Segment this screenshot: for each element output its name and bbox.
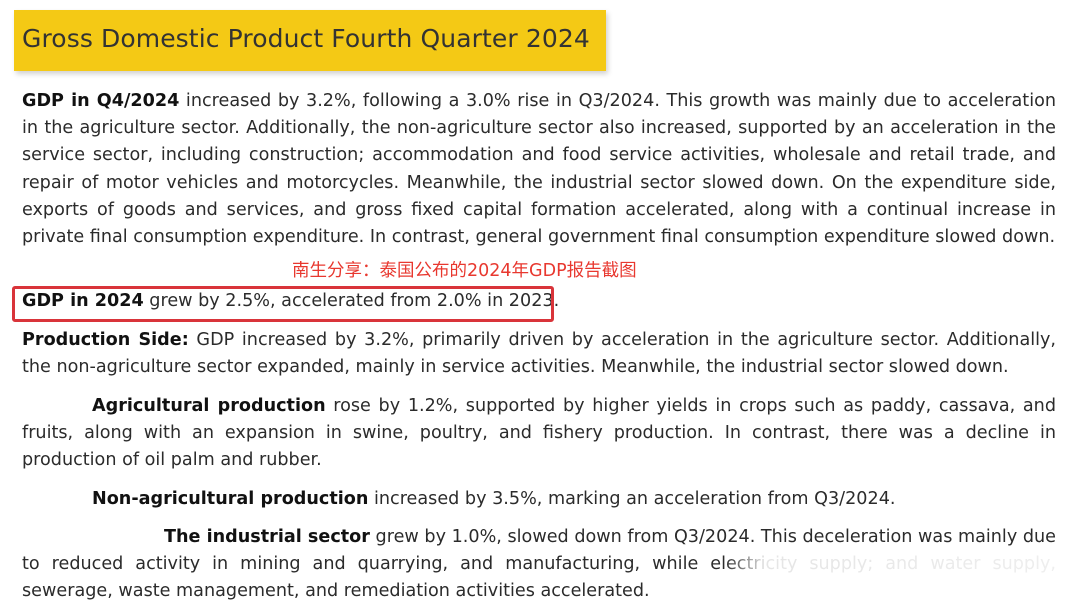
paragraph-body: increased by 3.5%, marking an accelerati…	[368, 489, 896, 509]
paragraph-body: rose by 1.2%, supported by higher yields…	[22, 396, 1056, 471]
paragraph-body: GDP increased by 3.2%, primarily driven …	[22, 330, 1056, 378]
paragraph-body: grew by 2.5%, accelerated from 2.0% in 2…	[143, 291, 560, 311]
paragraph-non-agricultural: Non-agricultural production increased by…	[22, 486, 1056, 513]
paragraph-gdp-q4: GDP in Q4/2024 increased by 3.2%, follow…	[22, 88, 1056, 251]
paragraph-lead: Production Side:	[22, 330, 189, 350]
paragraph-lead: Non-agricultural production	[92, 489, 369, 509]
paragraph-lead: Agricultural production	[92, 396, 326, 416]
paragraph-agricultural: Agricultural production rose by 1.2%, su…	[22, 393, 1056, 475]
highlight-box	[12, 286, 554, 322]
paragraph-body: increased by 3.2%, following a 3.0% rise…	[22, 91, 1057, 248]
paragraph-production-side: Production Side: GDP increased by 3.2%, …	[22, 327, 1056, 381]
paragraph-lead: GDP in 2024	[22, 291, 144, 311]
paragraph-lead: GDP in Q4/2024	[22, 91, 180, 111]
document-title: Gross Domestic Product Fourth Quarter 20…	[22, 24, 590, 53]
paragraph-lead: The industrial sector	[164, 527, 370, 547]
overlay-caption: 南生分享：泰国公布的2024年GDP报告截图	[292, 261, 637, 281]
paragraph-gdp-2024: GDP in 2024 grew by 2.5%, accelerated fr…	[22, 288, 1056, 315]
watermark-fade	[724, 548, 1064, 584]
title-banner: Gross Domestic Product Fourth Quarter 20…	[14, 10, 606, 71]
